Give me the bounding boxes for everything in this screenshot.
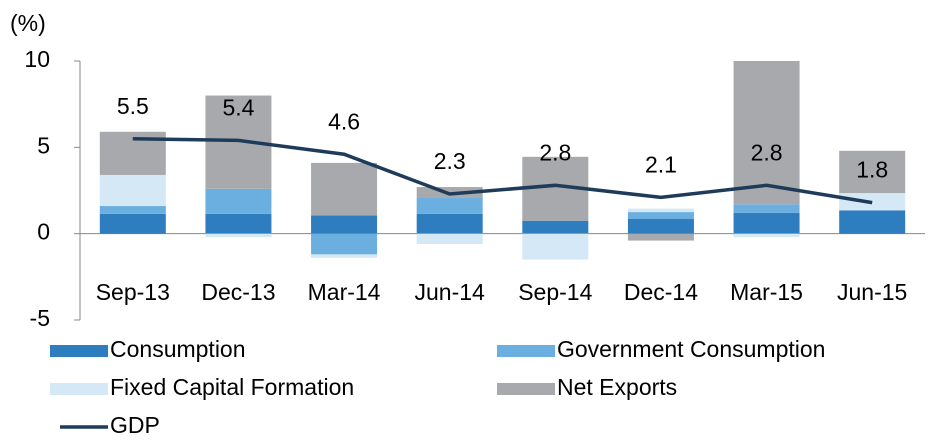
bar-segment [733, 61, 800, 205]
bar-segment [205, 188, 272, 214]
y-tick-label: 5 [37, 132, 50, 158]
bar-segment [416, 233, 483, 245]
gdp-line [132, 136, 873, 205]
bar-segment [99, 174, 166, 207]
bar-segment [205, 233, 272, 238]
legend-label: Fixed Capital Formation [110, 374, 354, 400]
x-tick-label: Dec-14 [624, 279, 698, 305]
bar-segment [522, 233, 589, 260]
bar-segment [416, 197, 483, 214]
bar-segment [839, 210, 906, 234]
bar-segment [205, 213, 272, 234]
bar-segment [733, 212, 800, 234]
x-tick-label: Jun-14 [415, 279, 486, 305]
bar-segment [99, 213, 166, 234]
bar-segment [627, 212, 694, 219]
y-tick-label: 0 [37, 219, 50, 245]
x-tick-label: Jun-15 [837, 279, 907, 305]
data-label: 5.5 [117, 93, 149, 119]
legend-label: Net Exports [557, 374, 677, 400]
bar-segment [416, 213, 483, 234]
x-tick-label: Sep-13 [96, 279, 170, 305]
data-label: 2.8 [539, 139, 571, 165]
legend-label: GDP [110, 412, 160, 438]
bar-segment [522, 220, 589, 234]
bar-segment [627, 218, 694, 234]
bar-segment [99, 206, 166, 214]
x-tick-label: Sep-14 [518, 279, 592, 305]
x-tick-label: Mar-14 [308, 279, 381, 305]
y-unit-label: (%) [10, 10, 46, 36]
x-tick-label: Mar-15 [730, 279, 803, 305]
y-tick-label: -5 [30, 305, 50, 331]
x-tick-label: Dec-13 [201, 279, 275, 305]
bar-segment [733, 204, 800, 213]
bar-segment [311, 254, 378, 258]
bar-segment [311, 233, 378, 255]
legend-swatch [50, 345, 108, 357]
bar-segment [627, 208, 694, 213]
y-tick-label: 10 [24, 46, 50, 72]
legend-swatch [497, 345, 555, 357]
bar-segment [311, 215, 378, 234]
bar-segment [627, 233, 694, 241]
bar-segment [311, 162, 378, 216]
data-label: 2.8 [751, 139, 783, 165]
data-label: 5.4 [222, 95, 254, 121]
data-label: 2.1 [645, 151, 677, 177]
legend-swatch [497, 383, 555, 395]
data-label: 1.8 [856, 157, 888, 183]
legend-swatch [50, 383, 108, 395]
legend-label: Consumption [110, 336, 246, 362]
bar-segment [733, 233, 800, 238]
bar-segment [839, 150, 906, 194]
legend-label: Government Consumption [557, 336, 825, 362]
data-label: 2.3 [434, 148, 466, 174]
data-label: 4.6 [328, 108, 360, 134]
